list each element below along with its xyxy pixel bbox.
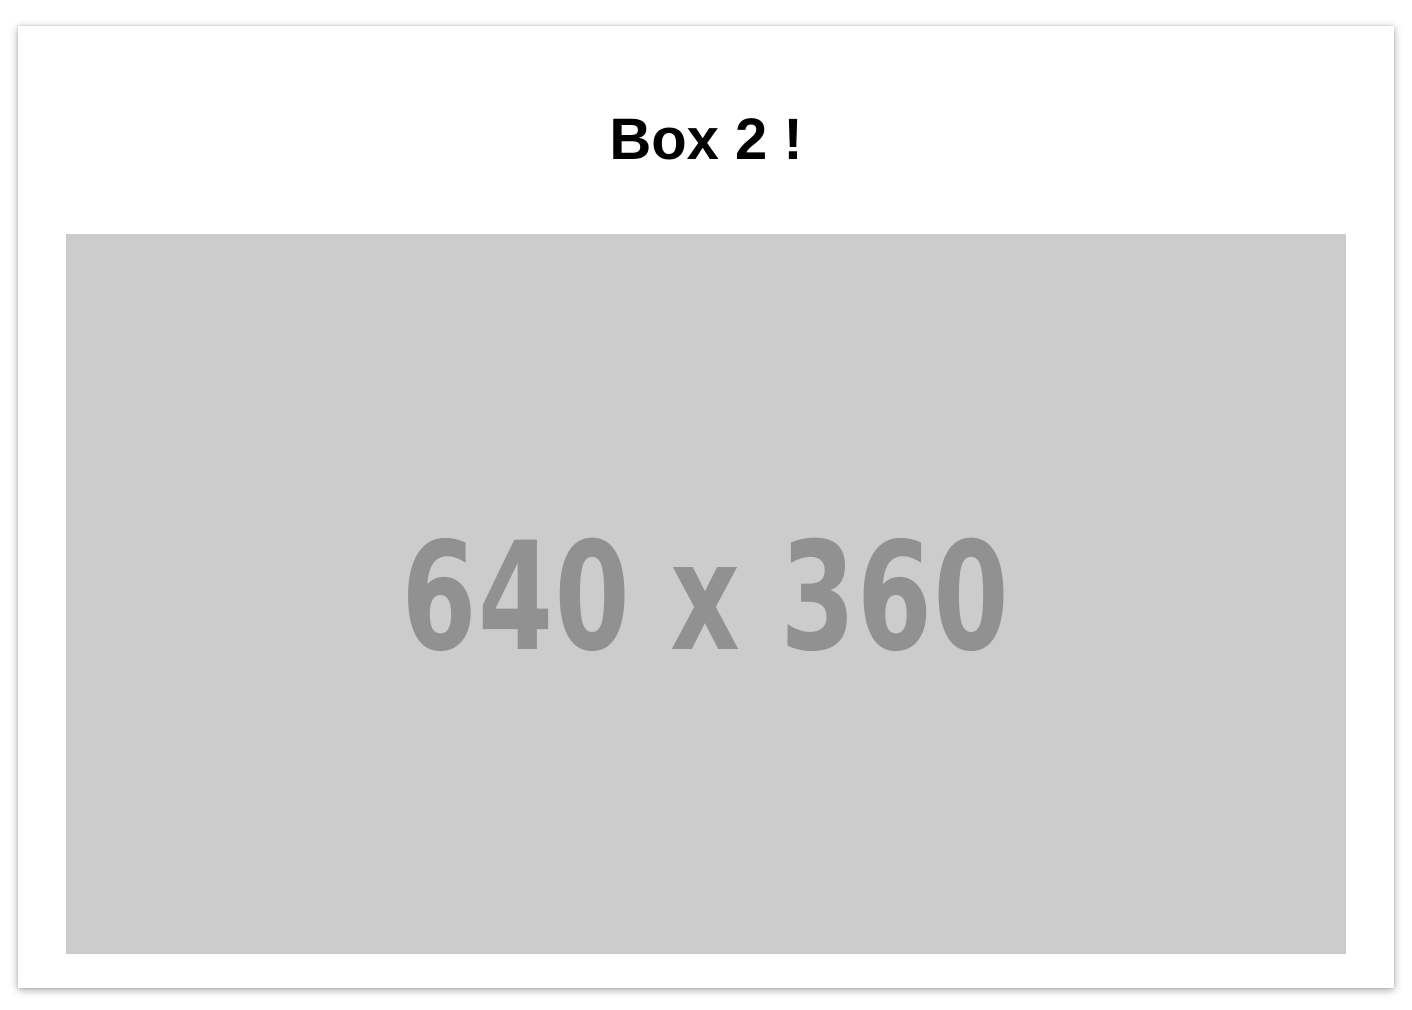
image-placeholder: 640 x 360 <box>66 234 1346 954</box>
content-card: Box 2 ! 640 x 360 <box>18 26 1394 988</box>
placeholder-dimensions-label: 640 x 360 <box>401 511 1011 685</box>
card-title: Box 2 ! <box>609 107 803 172</box>
